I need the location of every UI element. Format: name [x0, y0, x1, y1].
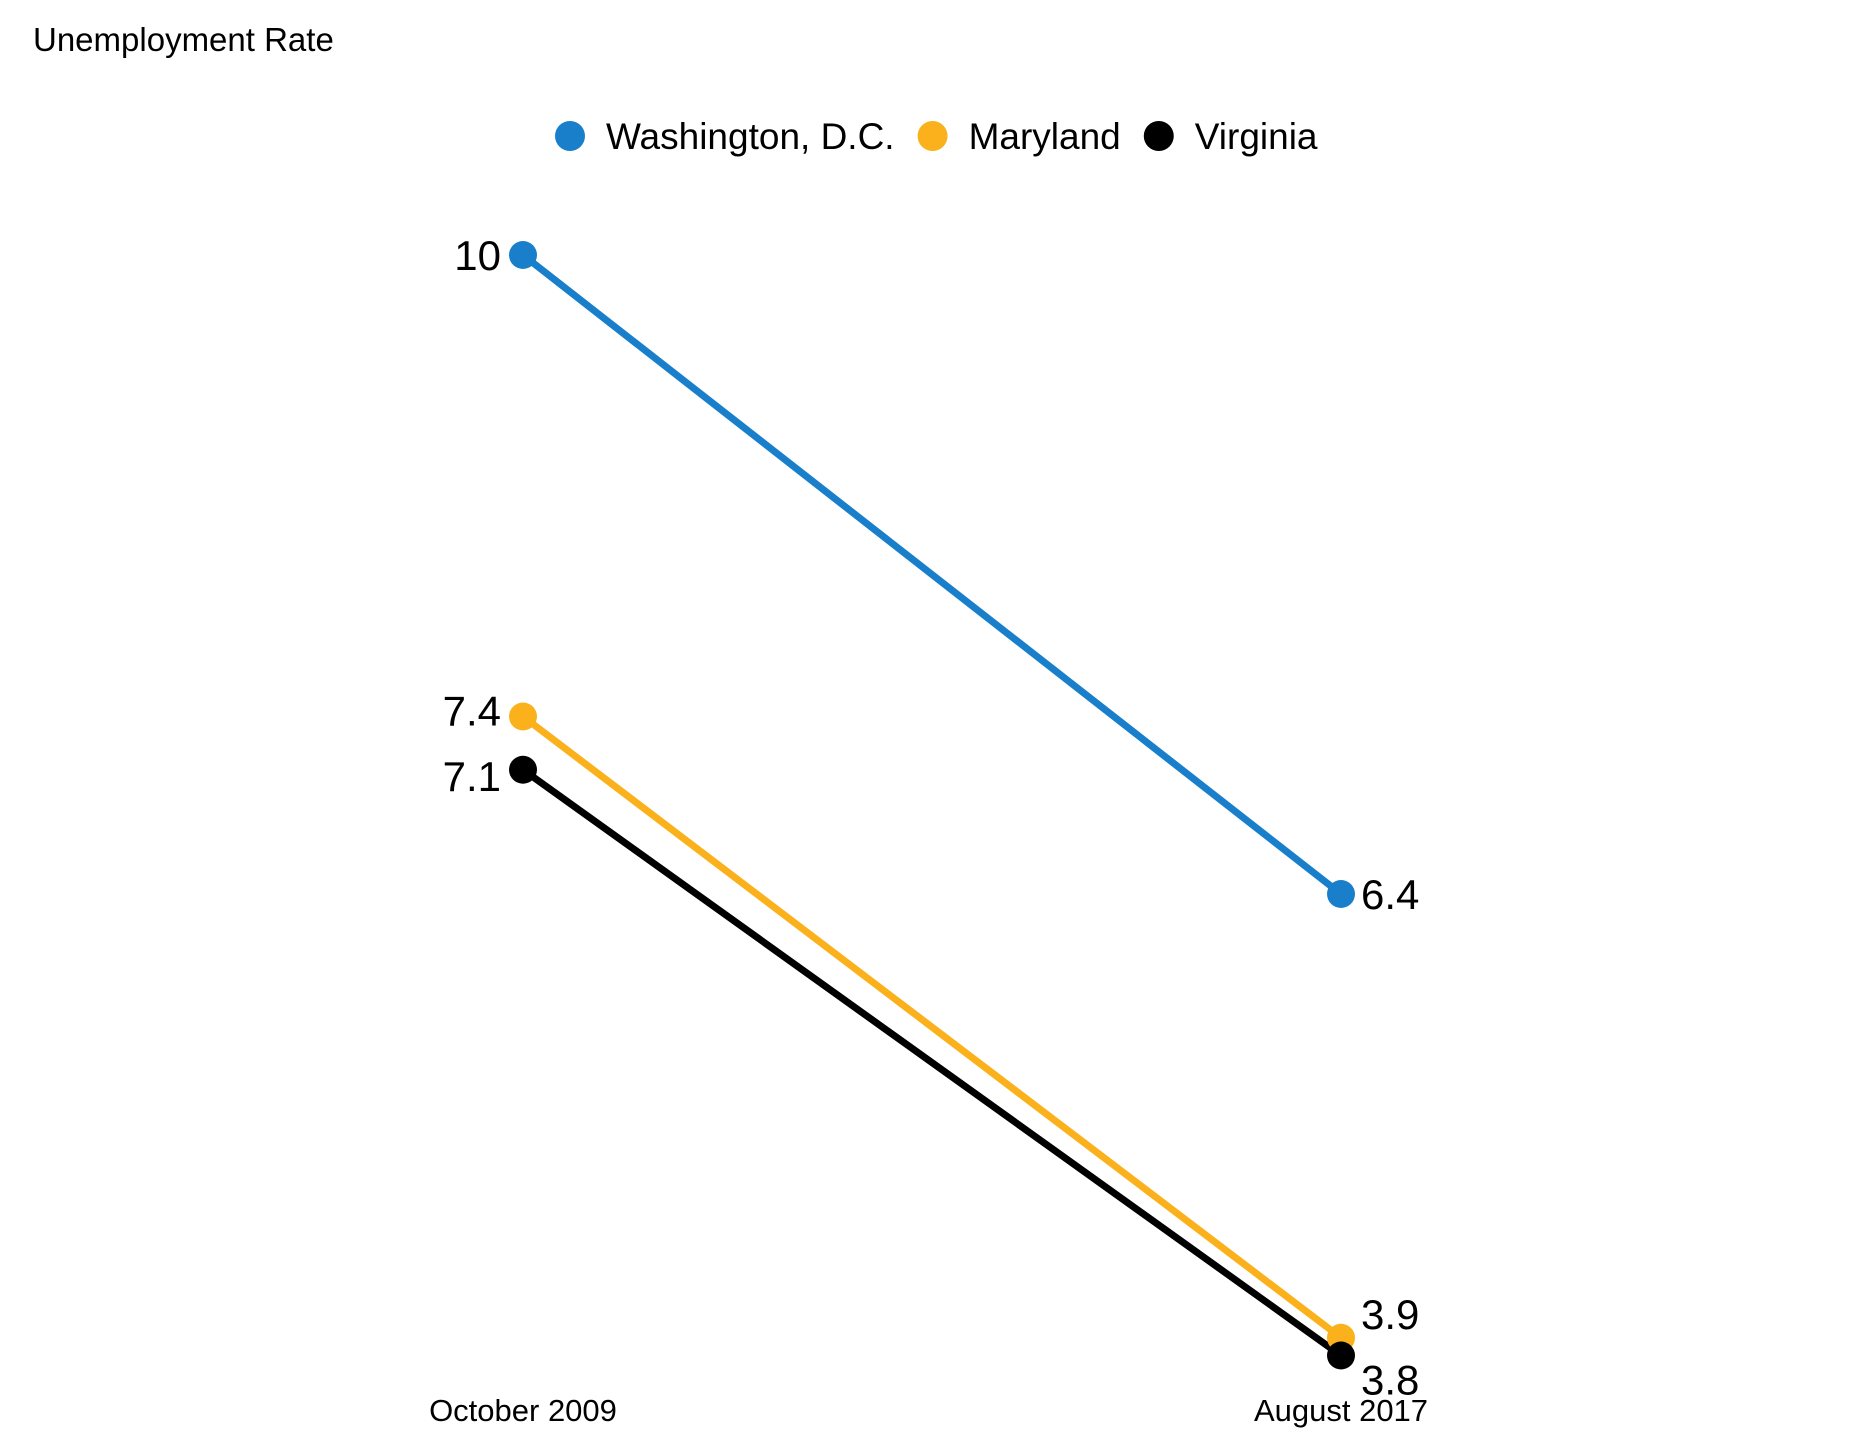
legend-item-virginia: Virginia: [1143, 116, 1318, 157]
legend-label-washington-d-c: Washington, D.C.: [606, 116, 895, 157]
value-label-virginia-start: 7.1: [443, 753, 501, 800]
legend-label-virginia: Virginia: [1195, 116, 1318, 157]
data-points: [509, 241, 1355, 1370]
value-label-virginia-end: 3.8: [1361, 1357, 1419, 1404]
value-labels: 10 6.4 7.4 3.9 7.1 3.8: [443, 232, 1420, 1404]
data-point-washington-d-c-august-2017: [1327, 880, 1355, 908]
legend-item-washington-d-c: Washington, D.C.: [555, 116, 895, 157]
legend-label-maryland: Maryland: [969, 116, 1121, 157]
series-lines: [519, 251, 1345, 1359]
value-label-maryland-start: 7.4: [443, 688, 501, 735]
value-label-washington-d-c-end: 6.4: [1361, 871, 1419, 918]
legend-marker-washington-d-c: [555, 121, 585, 151]
series-line-washington-d-c: [519, 251, 1345, 898]
legend-marker-maryland: [917, 121, 948, 151]
value-label-washington-d-c-start: 10: [454, 232, 501, 279]
series-line-maryland: [519, 713, 1345, 1342]
legend-item-maryland: Maryland: [917, 116, 1121, 157]
x-tick-label-august-2017: August 2017: [1254, 1393, 1428, 1428]
chart-title: Unemployment Rate: [33, 21, 334, 58]
x-tick-label-october-2009: October 2009: [429, 1393, 617, 1428]
legend-marker-virginia: [1143, 121, 1174, 151]
value-label-maryland-end: 3.9: [1361, 1291, 1419, 1338]
data-point-virginia-august-2017: [1327, 1341, 1355, 1370]
series-line-virginia: [519, 766, 1345, 1359]
data-point-virginia-october-2009: [509, 755, 537, 784]
x-axis: October 2009 August 2017: [429, 1393, 1428, 1428]
data-point-washington-d-c-october-2009: [509, 241, 537, 269]
data-point-maryland-october-2009: [509, 702, 537, 731]
legend: Washington, D.C. Maryland Virginia: [555, 116, 1318, 157]
